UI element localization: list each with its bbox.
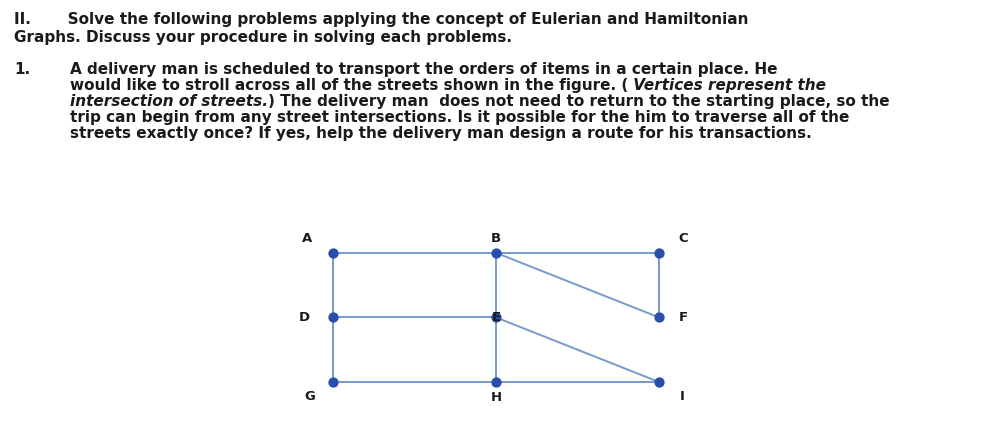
Text: I: I <box>679 390 684 403</box>
Text: G: G <box>305 390 316 403</box>
Text: Vertices represent the: Vertices represent the <box>628 78 826 93</box>
Text: E: E <box>491 311 500 324</box>
Text: 1.: 1. <box>14 62 30 77</box>
Point <box>488 379 504 386</box>
Text: A: A <box>302 232 312 245</box>
Text: H: H <box>490 391 501 404</box>
Point <box>325 249 341 256</box>
Text: C: C <box>679 232 688 245</box>
Point <box>651 314 667 321</box>
Text: streets exactly once? If yes, help the delivery man design a route for his trans: streets exactly once? If yes, help the d… <box>70 126 812 141</box>
Text: intersection of streets.: intersection of streets. <box>70 94 268 109</box>
Point <box>325 379 341 386</box>
Text: D: D <box>299 311 310 324</box>
Text: ) The delivery man  does not need to return to the starting place, so the: ) The delivery man does not need to retu… <box>268 94 890 109</box>
Text: trip can begin from any street intersections. Is it possible for the him to trav: trip can begin from any street intersect… <box>70 110 849 125</box>
Text: B: B <box>491 232 501 245</box>
Point <box>325 314 341 321</box>
Text: II.       Solve the following problems applying the concept of Eulerian and Hami: II. Solve the following problems applyin… <box>14 12 748 27</box>
Text: F: F <box>679 311 688 324</box>
Point <box>488 314 504 321</box>
Text: A delivery man is scheduled to transport the orders of items in a certain place.: A delivery man is scheduled to transport… <box>70 62 778 77</box>
Point <box>488 249 504 256</box>
Text: would like to stroll across all of the streets shown in the figure. (: would like to stroll across all of the s… <box>70 78 628 93</box>
Point <box>651 249 667 256</box>
Text: Graphs. Discuss your procedure in solving each problems.: Graphs. Discuss your procedure in solvin… <box>14 30 512 45</box>
Point <box>651 379 667 386</box>
